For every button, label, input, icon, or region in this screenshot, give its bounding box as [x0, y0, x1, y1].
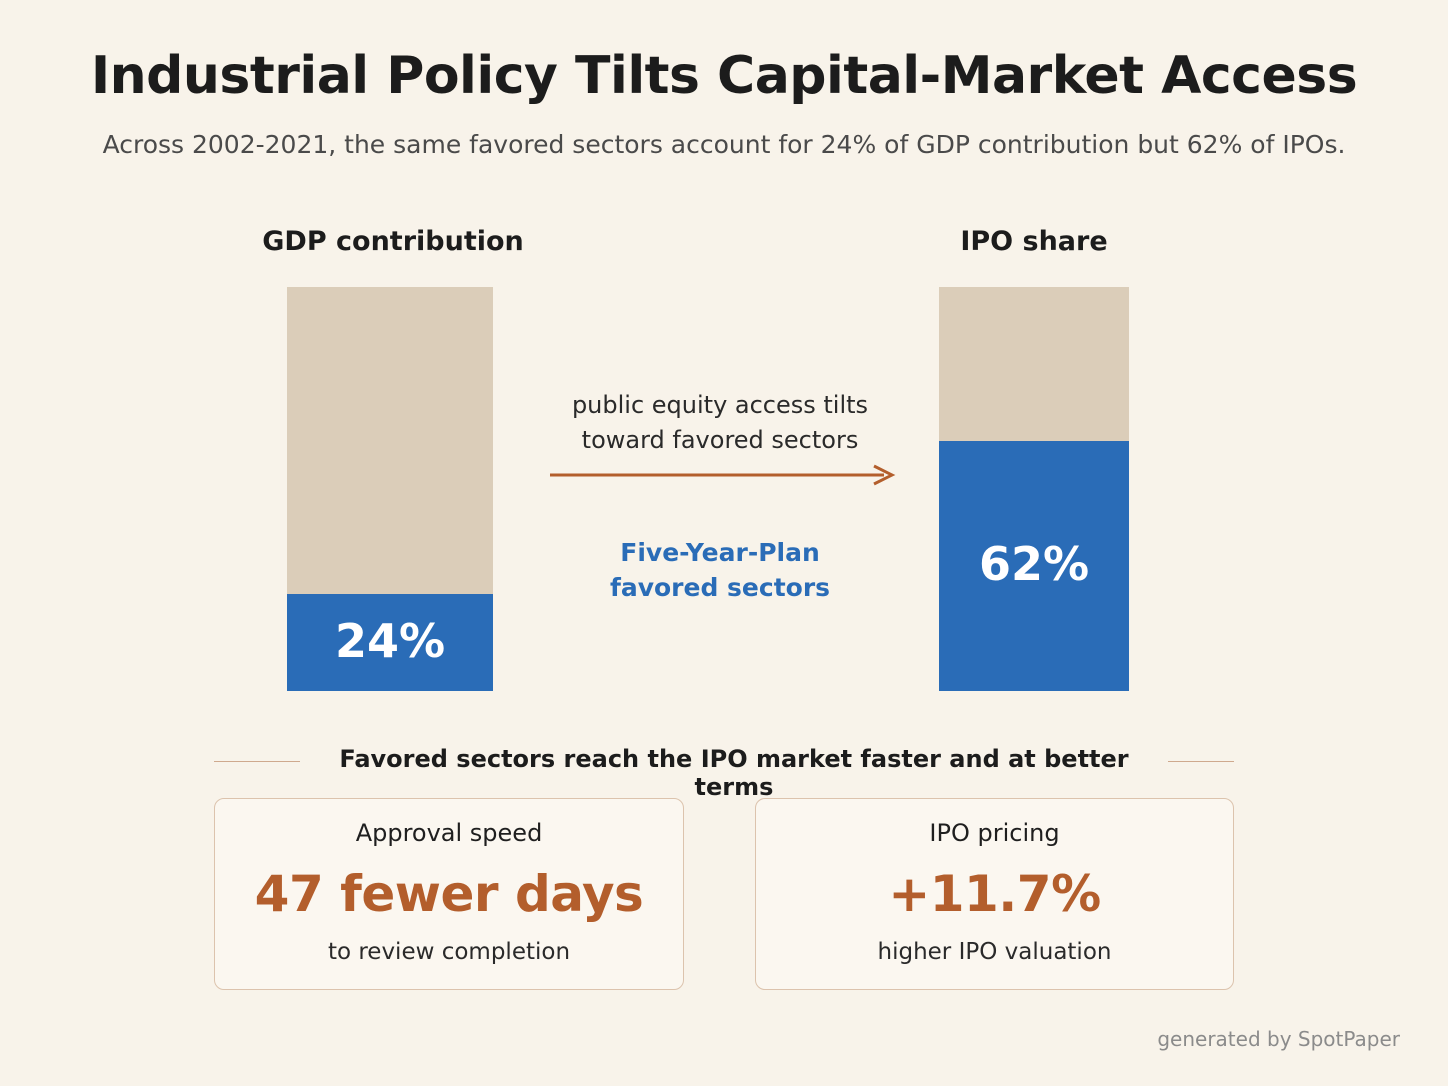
card-title: IPO pricing: [929, 819, 1060, 847]
card-value: 47 fewer days: [254, 865, 644, 923]
arrow-annotation-line1: public equity access tilts: [571, 391, 869, 419]
bar-ipo-share: 62%: [939, 287, 1129, 691]
bar-value-ipo: 62%: [978, 537, 1090, 592]
bar-label-gdp: GDP contribution: [262, 226, 524, 257]
card-note: to review completion: [327, 939, 571, 965]
bar-value-gdp: 24%: [334, 613, 446, 668]
card-title: Approval speed: [355, 819, 543, 847]
page-title: Industrial Policy Tilts Capital-Market A…: [90, 46, 1358, 106]
card-note: higher IPO valuation: [877, 939, 1112, 965]
bar-label-ipo: IPO share: [960, 226, 1108, 257]
page-subtitle: Across 2002-2021, the same favored secto…: [102, 130, 1346, 159]
bar-fill-gdp: [287, 594, 493, 691]
section-rule-left: [214, 761, 300, 762]
card-ipo-pricing: IPO pricing +11.7% higher IPO valuation: [755, 798, 1234, 990]
arrow-annotation: public equity access tilts toward favore…: [520, 388, 920, 458]
series-label-line2: favored sectors: [609, 573, 831, 602]
section-heading: Favored sectors reach the IPO market fas…: [339, 745, 1129, 801]
bar-fill-ipo: [939, 441, 1129, 691]
section-rule-right: [1168, 761, 1234, 762]
card-approval-speed: Approval speed 47 fewer days to review c…: [214, 798, 684, 990]
footer-credit: generated by SpotPaper: [1157, 1027, 1400, 1051]
right-arrow-icon: [550, 464, 896, 486]
bar-gdp-contribution: 24%: [287, 287, 493, 691]
card-value: +11.7%: [888, 865, 1101, 923]
series-label: Five-Year-Plan favored sectors: [520, 535, 920, 605]
arrow-annotation-line2: toward favored sectors: [581, 426, 859, 454]
series-label-line1: Five-Year-Plan: [620, 538, 820, 567]
